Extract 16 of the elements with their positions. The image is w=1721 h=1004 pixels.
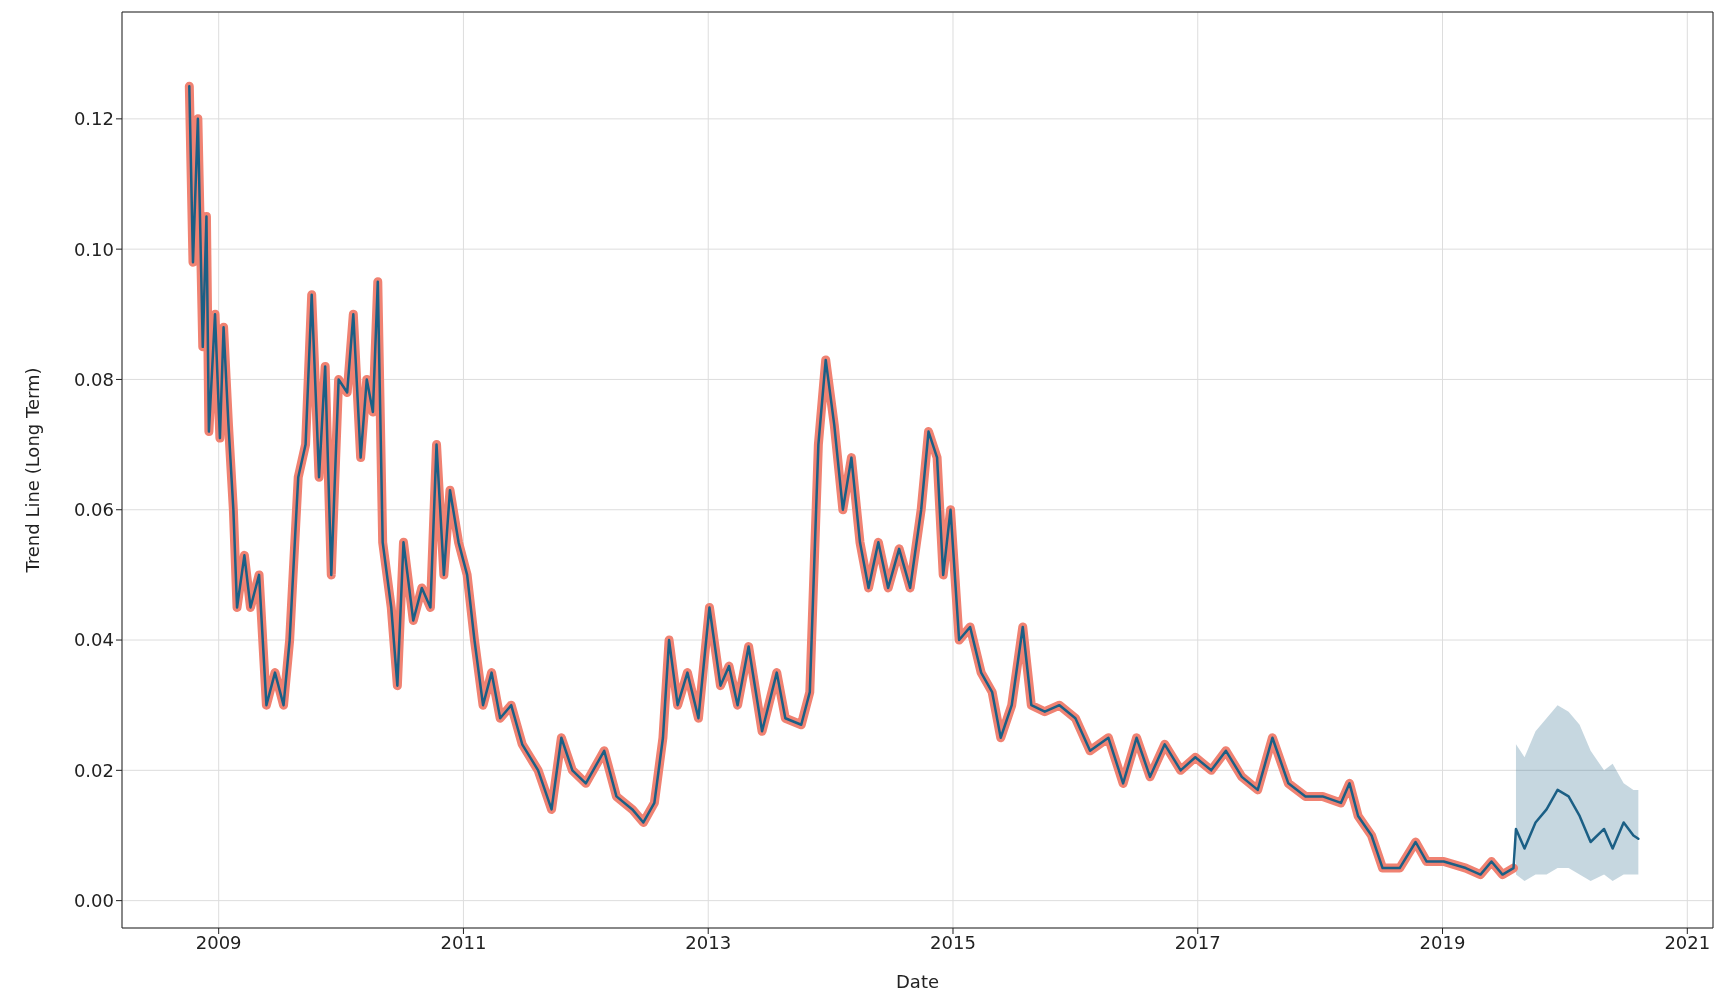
x-tick-label: 2021 xyxy=(1664,931,1711,953)
y-tick-label: 0.10 xyxy=(73,238,114,260)
x-axis-title: Date xyxy=(895,971,940,992)
x-tick-label: 2015 xyxy=(930,931,976,953)
y-axis-title: Trend Line (Long Term) xyxy=(22,367,44,574)
x-tick-label: 2011 xyxy=(440,931,487,953)
y-tick-label: 0.02 xyxy=(73,759,114,781)
y-tick-label: 0.00 xyxy=(73,890,114,912)
x-tick-label: 2009 xyxy=(195,931,242,953)
y-tick-label: 0.06 xyxy=(73,499,114,521)
x-tick-label: 2019 xyxy=(1419,931,1466,953)
y-tick-label: 0.04 xyxy=(73,629,114,651)
x-tick-label: 2017 xyxy=(1174,931,1221,953)
y-tick-label: 0.08 xyxy=(73,368,114,390)
y-tick-label: 0.12 xyxy=(73,108,114,130)
x-tick-label: 2013 xyxy=(685,931,732,953)
